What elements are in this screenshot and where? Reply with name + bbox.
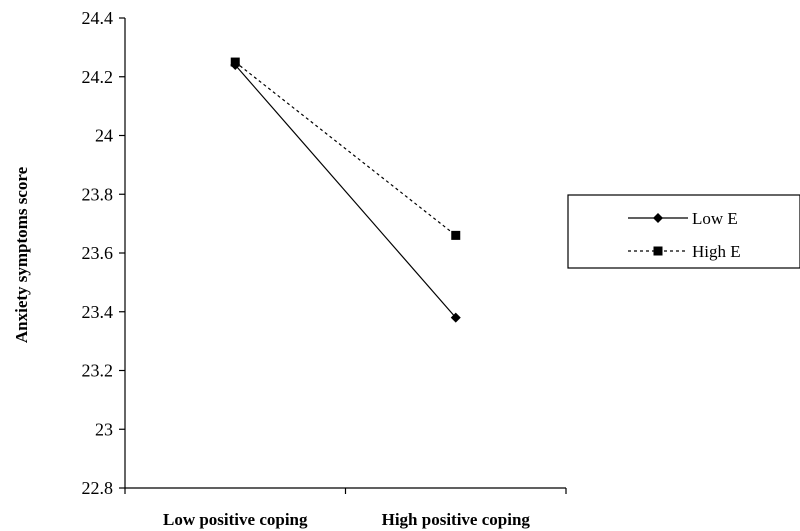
x-category-label: High positive coping	[382, 510, 531, 529]
y-tick-label: 24.2	[82, 67, 114, 87]
y-tick-label: 24.4	[82, 8, 114, 28]
y-tick-label: 24	[95, 126, 113, 146]
y-tick-label: 23	[95, 419, 113, 439]
y-tick-label: 23.2	[82, 361, 114, 381]
y-tick-label: 22.8	[82, 478, 114, 498]
x-category-label: Low positive coping	[163, 510, 308, 529]
y-axis-ticks	[119, 17, 125, 489]
legend-marker-square	[653, 246, 663, 256]
x-axis-category-labels: Low positive coping High positive coping	[163, 510, 530, 529]
legend-item: High E	[628, 242, 741, 261]
legend-label: Low E	[692, 209, 738, 228]
series-high-e	[230, 57, 461, 240]
legend: Low E High E	[567, 194, 800, 269]
y-tick-label: 23.4	[82, 302, 114, 322]
series-low-e	[230, 60, 461, 323]
legend-marker-diamond	[653, 213, 663, 223]
y-axis-title: Anxiety symptoms score	[12, 166, 31, 343]
data-point-square	[230, 57, 240, 67]
series-line	[234, 61, 457, 236]
x-axis-ticks	[124, 488, 567, 494]
legend-item: Low E	[628, 209, 738, 228]
legend-box	[567, 194, 800, 269]
y-tick-label: 23.8	[82, 184, 114, 204]
legend-label: High E	[692, 242, 741, 261]
series-line	[234, 64, 457, 319]
series-layer	[230, 57, 461, 323]
data-point-square	[451, 230, 461, 240]
y-tick-label: 23.6	[82, 243, 114, 263]
data-point-diamond	[450, 312, 461, 323]
y-axis-tick-labels: 24.4 24.2 24 23.8 23.6 23.4 23.2 23 22.8	[82, 8, 114, 498]
